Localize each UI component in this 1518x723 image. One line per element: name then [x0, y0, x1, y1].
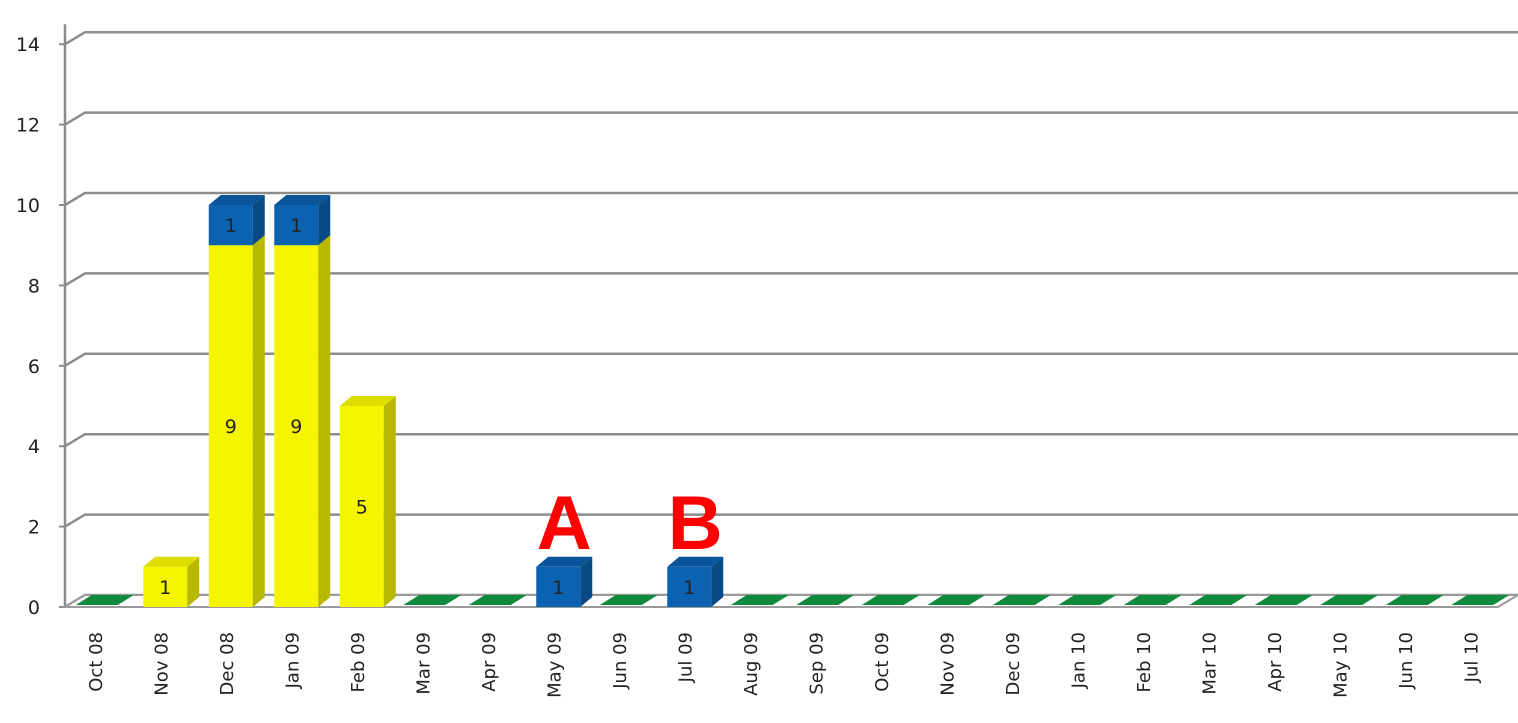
x-tick-label: Sep 09	[806, 632, 827, 695]
data-label: 1	[683, 577, 695, 599]
zero-marker	[1320, 595, 1379, 605]
zero-marker	[468, 595, 527, 605]
gridline	[64, 432, 1518, 448]
x-tick-label: Feb 10	[1134, 632, 1155, 693]
x-tick-label: Mar 09	[413, 632, 434, 695]
zero-marker	[1123, 595, 1182, 605]
data-label: 1	[159, 577, 171, 599]
bar-side	[318, 195, 331, 246]
zero-marker	[992, 595, 1051, 605]
bar-side	[187, 556, 200, 607]
data-label: 5	[356, 497, 368, 519]
bar-segment	[274, 205, 319, 246]
y-tick-label: 8	[28, 275, 40, 297]
annotation-label: A	[537, 481, 592, 566]
x-tick-label: May 10	[1330, 632, 1351, 698]
y-tick-label: 0	[28, 597, 40, 619]
y-tick-label: 12	[16, 115, 40, 137]
bar-segment	[208, 245, 253, 607]
x-tick-label: Nov 08	[151, 632, 172, 696]
bar-segment	[143, 566, 188, 607]
zero-marker	[1385, 595, 1444, 605]
y-tick-label: 2	[28, 517, 40, 539]
x-axis-tick-labels: Oct 08 Nov 08 Dec 08 Jan 09 Feb 09 Mar 09 Apr …	[86, 632, 1483, 698]
x-tick-label: Jan 10	[1068, 632, 1089, 689]
data-label: 1	[225, 215, 237, 237]
x-tick-label: Jan 09	[282, 632, 303, 689]
bar-side	[580, 556, 593, 607]
bar-side	[711, 556, 724, 607]
gridline	[64, 513, 1518, 528]
gridline	[64, 191, 1518, 207]
bar-side	[252, 195, 265, 246]
y-tick-label: 4	[28, 436, 40, 458]
bar-top	[667, 556, 724, 567]
x-tick-label: Apr 10	[1265, 632, 1286, 692]
zero-marker	[1451, 595, 1510, 605]
x-tick-label: Dec 08	[217, 632, 238, 695]
x-tick-label: Aug 09	[741, 632, 762, 696]
bar-top	[274, 195, 331, 205]
gridlines	[64, 30, 1518, 609]
y-tick-label: 10	[16, 195, 40, 217]
gridline	[64, 352, 1518, 367]
x-tick-label: Jul 10	[1461, 632, 1482, 683]
bar-segment	[536, 566, 581, 607]
bar-side	[318, 235, 331, 607]
x-tick-label: Jun 10	[1396, 632, 1417, 690]
data-label: 1	[290, 215, 302, 237]
gridline	[64, 272, 1518, 287]
x-tick-label: Mar 10	[1199, 632, 1220, 695]
zero-marker	[403, 595, 462, 605]
bar-segment	[667, 566, 712, 607]
bar-top	[339, 396, 396, 406]
x-tick-label: May 09	[544, 632, 565, 698]
x-tick-label: Feb 09	[348, 632, 369, 693]
x-tick-label: Apr 09	[479, 632, 500, 692]
data-label: 9	[225, 416, 237, 438]
y-axis-tick-labels: 0 2 4 6 8 10 12 14	[16, 34, 40, 619]
bar-top	[536, 556, 593, 567]
bar-side	[383, 396, 396, 607]
gridline	[64, 111, 1518, 126]
x-tick-label: Dec 09	[1003, 632, 1024, 695]
y-tick-label: 6	[28, 356, 40, 378]
gridline	[64, 30, 1518, 46]
zero-marker	[796, 595, 855, 605]
bar-side	[252, 235, 265, 607]
zero-marker	[730, 595, 789, 605]
zero-marker	[75, 595, 134, 605]
bar-segment	[274, 245, 319, 607]
bar-segment	[339, 406, 384, 607]
x-tick-label: Jun 09	[610, 632, 631, 690]
bar-segment	[208, 205, 253, 246]
zero-marker	[599, 595, 658, 605]
x-tick-label: Oct 08	[86, 632, 107, 692]
bars: 1 9 1 9 1 5 1 1	[75, 195, 1510, 607]
x-tick-label: Nov 09	[937, 632, 958, 696]
zero-marker	[1254, 595, 1313, 605]
data-label: 9	[290, 416, 302, 438]
annotation-label: B	[668, 481, 723, 566]
x-tick-label: Oct 09	[872, 632, 893, 692]
zero-marker	[861, 595, 920, 605]
data-label: 1	[552, 577, 564, 599]
zero-marker	[1058, 595, 1117, 605]
bar-top	[143, 556, 200, 567]
zero-marker	[927, 595, 986, 605]
y-tick-label: 14	[16, 34, 40, 56]
x-tick-label: Jul 09	[675, 632, 696, 683]
zero-marker	[1189, 595, 1248, 605]
bar-top	[208, 195, 265, 205]
